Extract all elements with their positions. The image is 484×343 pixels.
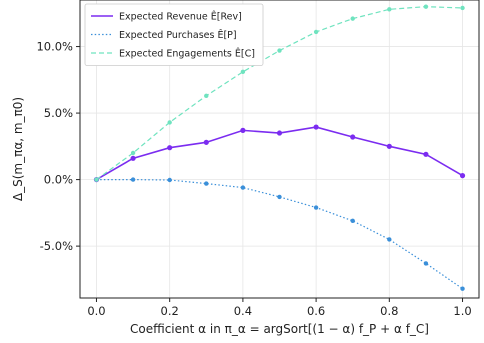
series-layer	[93, 4, 466, 291]
data-point	[167, 120, 172, 125]
data-point	[277, 194, 282, 200]
legend-item: Expected Revenue Ê[Rev]	[91, 11, 242, 23]
data-point	[423, 261, 429, 266]
data-point	[313, 205, 319, 210]
data-point	[240, 127, 246, 133]
x-axis-label: Coefficient α in π_α = argSort[(1 − α) f…	[130, 322, 429, 336]
data-point	[167, 177, 172, 183]
y-tick-label: 5.0%	[44, 106, 73, 120]
x-tick-label: 0.8	[380, 304, 398, 318]
data-point	[459, 173, 466, 179]
data-point	[204, 93, 209, 98]
legend-item: Expected Engagements Ê[C]	[91, 48, 255, 60]
y-tick-label: 10.0%	[36, 40, 73, 54]
data-point	[130, 150, 136, 156]
legend-label: Expected Revenue Ê[Rev]	[119, 11, 242, 23]
legend-label: Expected Engagements Ê[C]	[119, 48, 255, 60]
data-point	[203, 139, 209, 145]
data-point	[240, 185, 246, 190]
data-point	[130, 177, 136, 182]
legend-label: Expected Purchases Ê[P]	[119, 29, 237, 41]
data-point	[386, 143, 392, 149]
data-point	[167, 145, 173, 151]
data-point	[460, 5, 465, 11]
data-point	[130, 155, 136, 161]
data-point	[387, 7, 392, 12]
ticks: 0.0 0.2 0.4 0.6 0.8 1.0 -5.0% 0.0% 5.0% 10.0%	[36, 40, 471, 318]
plot-frame	[79, 0, 480, 299]
data-point	[94, 177, 99, 182]
data-point	[387, 237, 392, 242]
y-tick-label: 0.0%	[44, 173, 73, 187]
data-point	[276, 130, 283, 136]
x-tick-label: 0.0	[87, 304, 105, 318]
x-tick-label: 0.2	[161, 304, 179, 318]
data-point	[204, 181, 209, 186]
data-point	[350, 218, 355, 224]
legend: Expected Revenue Ê[Rev] Expected Purchase…	[84, 3, 264, 66]
x-tick-label: 1.0	[453, 304, 471, 318]
series-0	[93, 124, 466, 183]
data-point	[277, 48, 282, 53]
y-axis-label: Δ_S(m_πα, m_π0)	[11, 97, 25, 201]
x-tick-label: 0.6	[307, 304, 325, 318]
data-point	[350, 134, 356, 140]
data-point	[350, 16, 355, 21]
y-tick-label: -5.0%	[40, 239, 73, 253]
data-point	[240, 69, 246, 75]
data-point	[460, 286, 465, 291]
legend-box	[84, 3, 264, 66]
series-2	[94, 4, 465, 182]
data-point	[313, 29, 319, 35]
x-tick-label: 0.4	[234, 304, 252, 318]
data-point	[423, 4, 429, 9]
data-point	[423, 151, 429, 157]
data-point	[313, 124, 319, 130]
legend-item: Expected Purchases Ê[P]	[91, 29, 237, 41]
series-1	[94, 177, 465, 291]
